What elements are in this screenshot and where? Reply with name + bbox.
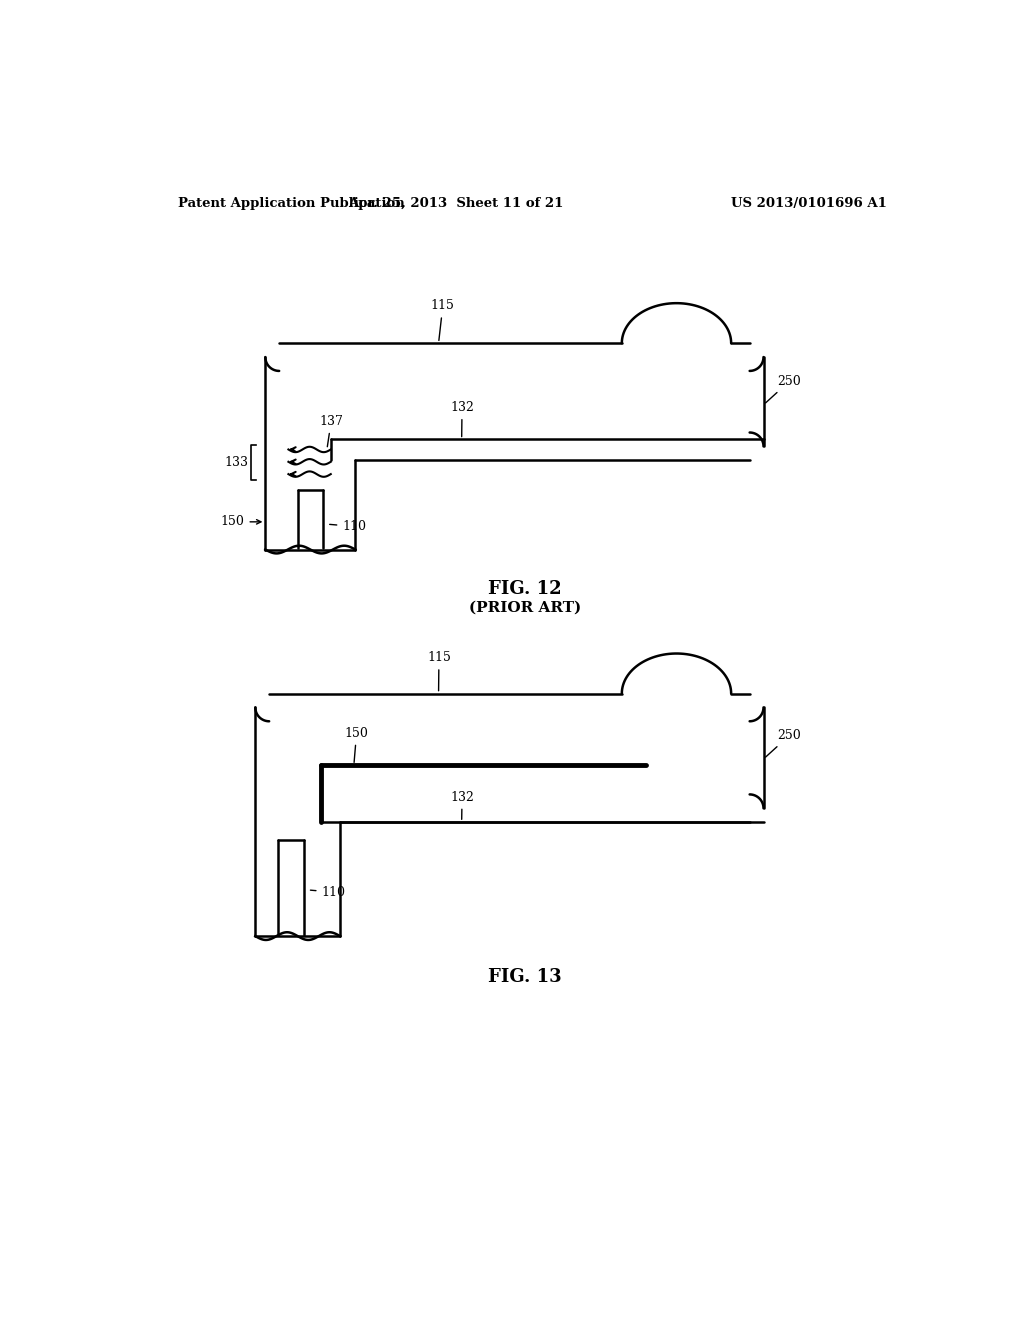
Text: (PRIOR ART): (PRIOR ART): [469, 601, 581, 614]
Text: Apr. 25, 2013  Sheet 11 of 21: Apr. 25, 2013 Sheet 11 of 21: [348, 197, 563, 210]
Text: 150: 150: [345, 727, 369, 763]
Text: 132: 132: [451, 791, 474, 820]
Text: 132: 132: [451, 401, 474, 437]
Text: 137: 137: [319, 414, 343, 446]
Text: 110: 110: [310, 886, 345, 899]
Text: US 2013/0101696 A1: US 2013/0101696 A1: [731, 197, 887, 210]
Text: 250: 250: [766, 729, 801, 758]
Text: 250: 250: [766, 375, 801, 403]
Text: 150: 150: [220, 515, 261, 528]
Text: 115: 115: [427, 651, 451, 690]
Text: 115: 115: [431, 300, 455, 341]
Text: FIG. 13: FIG. 13: [488, 969, 561, 986]
Text: FIG. 12: FIG. 12: [488, 581, 561, 598]
Text: 110: 110: [330, 520, 367, 533]
Text: Patent Application Publication: Patent Application Publication: [178, 197, 406, 210]
Text: 133: 133: [224, 455, 249, 469]
